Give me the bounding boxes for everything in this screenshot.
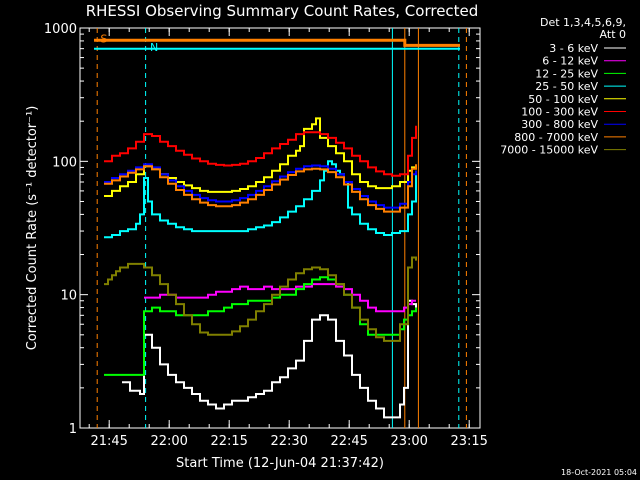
series-line-12-25-kev xyxy=(104,276,417,376)
y-tick-label: 1000 xyxy=(44,22,77,37)
axis-tick-labels: 21:45 22:00 22:15 22:30 22:45 23:00 23:15 1 10 10… xyxy=(44,22,488,449)
y-tick-label: 100 xyxy=(52,155,77,170)
annotation-s: S xyxy=(100,32,107,45)
axis-ticks xyxy=(80,27,480,429)
attenuator-saa-lines: SN xyxy=(94,32,460,54)
x-axis-label: Start Time (12-Jun-04 21:37:42) xyxy=(176,456,384,471)
legend-header-line: Att 0 xyxy=(600,28,626,41)
legend-label-12-25-kev: 12 - 25 keV xyxy=(535,67,598,80)
legend-label-25-50-kev: 25 - 50 keV xyxy=(535,80,598,93)
legend-label-50-100-kev: 50 - 100 keV xyxy=(528,93,598,106)
series-line-100-300-kev xyxy=(104,125,417,177)
footer-timestamp: 18-Oct-2021 05:04 xyxy=(561,468,637,477)
vertical-markers xyxy=(96,28,467,428)
x-tick-label: 22:45 xyxy=(330,434,367,449)
x-tick-label: 22:00 xyxy=(150,434,187,449)
x-tick-label: 23:15 xyxy=(450,434,487,449)
attenuator-line xyxy=(94,38,460,47)
series-line-7000-15000-kev xyxy=(104,256,417,342)
data-series xyxy=(104,117,417,419)
legend-label-100-300-kev: 100 - 300 keV xyxy=(521,106,598,119)
x-tick-label: 21:45 xyxy=(90,434,127,449)
legend-label-800-7000-kev: 800 - 7000 keV xyxy=(514,131,598,144)
legend-label-3-6-kev: 3 - 6 keV xyxy=(549,42,598,55)
legend-label-7000-15000-kev: 7000 - 15000 keV xyxy=(500,144,598,157)
annotation-n: N xyxy=(150,41,158,54)
chart-title: RHESSI Observing Summary Count Rates, Co… xyxy=(86,2,479,20)
series-line-800-7000-kev xyxy=(104,164,417,213)
x-tick-label: 22:15 xyxy=(210,434,247,449)
x-tick-label: 23:00 xyxy=(390,434,427,449)
legend-label-6-12-kev: 6 - 12 keV xyxy=(542,55,598,68)
y-tick-label: 10 xyxy=(60,289,77,304)
y-tick-label: 1 xyxy=(69,422,77,437)
legend-header-line: Det 1,3,4,5,6,9, xyxy=(540,16,626,29)
series-line-3-6-kev xyxy=(122,299,417,419)
series-line-25-50-kev xyxy=(104,160,417,239)
plot-frame xyxy=(79,27,481,429)
legend-label-300-800-kev: 300 - 800 keV xyxy=(521,118,598,131)
x-tick-label: 22:30 xyxy=(270,434,307,449)
y-axis-label: Corrected Count Rate (s⁻¹ detector⁻¹) xyxy=(25,106,40,351)
